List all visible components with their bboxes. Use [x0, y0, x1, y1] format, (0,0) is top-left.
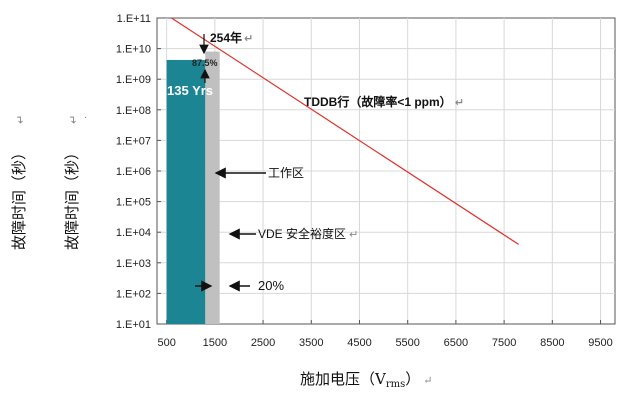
y-tick-label: 1.E+03 [116, 258, 151, 270]
x-tick-label: 8500 [540, 337, 564, 349]
x-tick-label: 7500 [492, 337, 516, 349]
annotation-254-years: 254年 ↵ [210, 30, 253, 45]
y-tick-label: 1.E+09 [116, 74, 151, 86]
y-axis-stray-dot: . [84, 109, 87, 121]
annotation-vde-zone: VDE 安全裕度区 ↵ [258, 226, 358, 241]
annotation-work-zone: 工作区 [268, 166, 304, 180]
x-tick-label: 9500 [588, 337, 612, 349]
x-tick-label: 500 [157, 337, 175, 349]
bar-vde-margin [205, 51, 220, 325]
annotation-87-5-percent: 87.5% [192, 58, 218, 68]
y-tick-labels: 1.E+01 1.E+02 1.E+03 1.E+04 1.E+05 1.E+06 1.E+… [116, 13, 151, 331]
y-tick-label: 1.E+05 [116, 197, 151, 209]
annotation-20-percent: 20% [258, 278, 284, 293]
x-axis-label: 施加电压（Vrms） ↵ [300, 370, 432, 390]
bar-label-135-yrs: 135 Yrs [167, 83, 213, 98]
y-tick-label: 1.E+07 [116, 135, 151, 147]
y-tick-label: 1.E+10 [116, 44, 151, 56]
y-tick-label: 1.E+06 [116, 166, 151, 178]
x-tick-label: 1500 [203, 337, 227, 349]
bars-group [166, 51, 220, 325]
x-tick-label: 2500 [251, 337, 275, 349]
y-tick-label: 1.E+04 [116, 227, 151, 239]
x-tick-label: 6500 [444, 337, 468, 349]
x-tick-label: 5500 [395, 337, 419, 349]
y-tick-label: 1.E+11 [117, 13, 151, 25]
y-axis-label: 故障时间（秒） [10, 145, 28, 250]
y-tick-label: 1.E+08 [116, 105, 151, 117]
y-axis-dup-return-mark: ↵ [68, 115, 80, 124]
bar-135-yrs [166, 59, 206, 325]
y-axis-label-duplicate: 故障时间（秒） [63, 145, 81, 250]
x-tick-label: 3500 [299, 337, 323, 349]
y-tick-label: 1.E+02 [116, 288, 151, 300]
x-tick-labels: 500 1500 2500 3500 4500 5500 6500 7500 8500 9500 [157, 337, 612, 349]
series-lines [171, 17, 519, 245]
y-tick-label: 1.E+01 [116, 319, 151, 331]
tddb-line [171, 17, 519, 245]
x-tick-label: 4500 [347, 337, 371, 349]
y-axis-return-mark: ↵ [15, 115, 27, 124]
annotation-tddb-line: TDDB行（故障率<1 ppm） ↵ [304, 94, 464, 109]
